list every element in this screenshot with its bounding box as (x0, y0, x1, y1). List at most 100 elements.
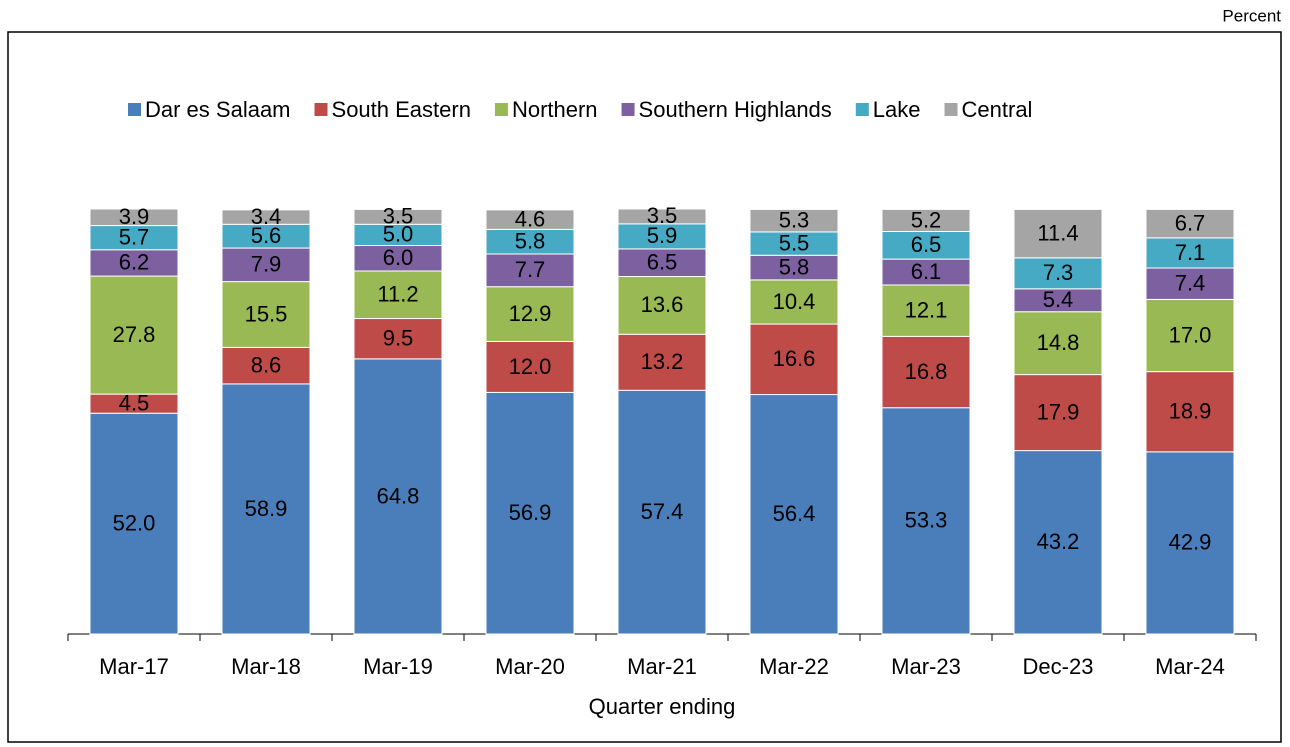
data-label: 6.5 (647, 250, 678, 275)
data-label: 5.9 (647, 223, 678, 248)
bar-segment (617, 333, 707, 391)
bar-segment (485, 228, 575, 255)
data-label: 3.9 (119, 204, 150, 229)
x-tick-label: Dec-23 (1023, 654, 1094, 679)
bar-segment (89, 208, 179, 227)
data-label: 7.3 (1043, 260, 1074, 285)
x-tick-label: Mar-17 (99, 654, 169, 679)
legend-label: Central (962, 97, 1033, 122)
legend-swatch (494, 103, 508, 116)
bar-segment (485, 253, 575, 288)
bar-segment (221, 247, 311, 283)
data-label: 8.6 (251, 352, 282, 377)
bar-segment (1145, 208, 1235, 239)
data-label: 5.5 (779, 230, 810, 255)
data-label: 13.2 (641, 349, 684, 374)
bar-segment (221, 346, 311, 385)
bar-segment (617, 248, 707, 278)
bar-segment (485, 286, 575, 342)
data-label: 16.6 (773, 346, 816, 371)
bar-segment (617, 208, 707, 225)
data-label: 5.3 (779, 207, 810, 232)
bar-segment (353, 358, 443, 635)
bar-segment (881, 407, 971, 635)
bar-segment (617, 389, 707, 635)
data-label: 12.1 (905, 297, 948, 322)
data-label: 18.9 (1169, 399, 1212, 424)
data-label: 9.5 (383, 326, 414, 351)
legend-swatch (944, 103, 958, 116)
legend-label: Northern (512, 97, 598, 122)
data-label: 6.7 (1175, 210, 1206, 235)
data-label: 53.3 (905, 508, 948, 533)
bar-segment (617, 223, 707, 250)
bar-segment (1013, 208, 1103, 259)
legend-label: Southern Highlands (639, 97, 832, 122)
unit-label: Percent (1222, 6, 1281, 25)
data-label: 7.4 (1175, 271, 1206, 296)
legend-swatch (128, 103, 141, 116)
bar-segment (221, 209, 311, 225)
x-axis-title: Quarter ending (589, 694, 736, 719)
data-label: 17.9 (1037, 399, 1080, 424)
bar-segment (353, 270, 443, 320)
legend-swatch (314, 103, 328, 116)
x-tick-label: Mar-20 (495, 654, 565, 679)
data-label: 5.6 (251, 223, 282, 248)
legend-label: South Eastern (332, 97, 471, 122)
data-label: 64.8 (377, 483, 420, 508)
bar-segment (89, 412, 179, 635)
bar-segment (353, 318, 443, 360)
data-label: 17.0 (1169, 322, 1212, 347)
data-label: 13.6 (641, 292, 684, 317)
data-label: 15.5 (245, 301, 288, 326)
data-label: 11.2 (377, 282, 418, 307)
data-label: 27.8 (113, 322, 156, 347)
bar-segment (749, 279, 839, 325)
data-label: 14.8 (1037, 330, 1080, 355)
bar-segment (1145, 298, 1235, 373)
data-label: 3.4 (251, 204, 282, 229)
data-label: 6.0 (383, 245, 414, 270)
x-tick-label: Mar-19 (363, 654, 433, 679)
bar-segment (881, 335, 971, 409)
bar-segment (749, 254, 839, 281)
data-label: 7.7 (515, 257, 546, 282)
data-label: 10.4 (773, 289, 816, 314)
x-tick-label: Mar-21 (627, 654, 697, 679)
bar-segment (1145, 237, 1235, 269)
data-label: 11.4 (1037, 220, 1078, 245)
x-tick-label: Mar-22 (759, 654, 829, 679)
bar-segment (221, 383, 311, 635)
x-tick-label: Mar-23 (891, 654, 961, 679)
data-label: 42.9 (1169, 530, 1212, 555)
x-tick-label: Mar-24 (1155, 654, 1225, 679)
data-label: 57.4 (641, 499, 684, 524)
data-label: 6.1 (911, 259, 942, 284)
bar-segment (881, 258, 971, 286)
data-label: 56.9 (509, 500, 552, 525)
data-label: 7.9 (251, 252, 282, 277)
bar-segment (485, 391, 575, 635)
chart-frame (7, 31, 1282, 743)
bar-segment (353, 245, 443, 272)
bar-segment (749, 394, 839, 635)
bar-segment (1145, 371, 1235, 453)
bar-segment (1013, 311, 1103, 376)
data-label: 3.5 (383, 204, 414, 229)
bar-segment (881, 208, 971, 233)
data-label: 16.8 (905, 359, 948, 384)
data-label: 12.0 (509, 354, 552, 379)
data-label: 5.7 (119, 224, 150, 249)
bar-segment (485, 340, 575, 393)
data-label: 43.2 (1037, 529, 1080, 554)
bar-segment (89, 275, 179, 395)
bar-segment (485, 209, 575, 230)
bar-segment (881, 284, 971, 337)
bar-segment (353, 208, 443, 225)
bar-segment (881, 231, 971, 260)
data-label: 52.0 (113, 510, 156, 535)
data-label: 5.8 (515, 229, 546, 254)
